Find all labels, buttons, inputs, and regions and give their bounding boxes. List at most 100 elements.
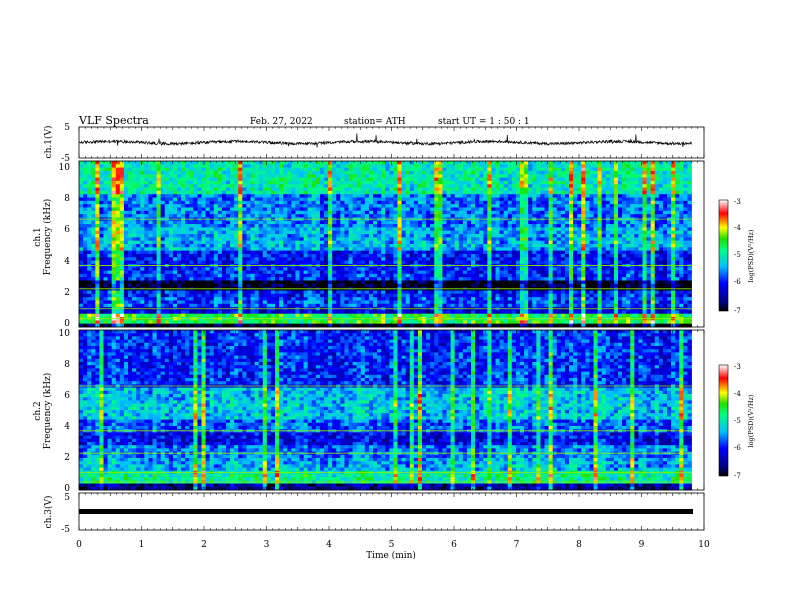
spectrogram-cell [202,181,206,185]
spectrogram-cell [153,207,157,211]
spectrogram-cell [647,231,651,235]
spectrogram-cell [300,221,304,225]
spectrogram-cell [598,254,602,258]
spectrogram-cell [504,234,508,238]
spectrogram-cell [144,247,148,251]
spectrogram-cell [148,221,152,225]
spectrogram-cell [316,184,320,188]
spectrogram-cell [451,227,455,231]
spectrogram-cell [626,171,630,175]
spectrogram-cell [667,201,671,205]
spectrogram-cell [95,214,99,218]
spectrogram-cell [222,231,226,235]
spectrogram-cell [561,181,565,185]
spectrogram-cell [598,214,602,218]
spectrogram-cell [577,181,581,185]
spectrogram-cell [271,174,275,178]
spectrogram-cell [447,237,451,241]
spectrogram-cell [430,188,434,192]
spectrogram-cell [87,161,91,165]
spectrogram-cell [328,168,332,172]
spectrogram-cell [291,184,295,188]
spectrogram-cell [202,191,206,195]
spectrogram-cell [410,261,414,265]
spectrogram-cell [589,194,593,198]
spectrogram-cell [643,191,647,195]
spectrogram-cell [471,207,475,211]
spectrogram-cell [389,237,393,241]
spectrogram-cell [455,231,459,235]
spectrogram-cell [316,181,320,185]
spectrogram-cell [336,198,340,202]
spectrogram-cell [128,161,132,165]
spectrogram-cell [553,227,557,231]
spectrogram-cell [540,164,544,168]
spectrogram-cell [500,221,504,225]
spectrogram-cell [643,184,647,188]
spectrogram-cell [263,184,267,188]
spectrogram-cell [626,181,630,185]
spectrogram-cell [606,168,610,172]
spectrogram-cell [161,188,165,192]
spectrogram-cell [659,171,663,175]
spectrogram-cell [496,247,500,251]
spectrogram-cell [647,241,651,245]
spectrogram-cell [524,251,528,255]
spectrogram-cell [524,174,528,178]
spectrogram-cell [393,261,397,265]
spectrogram-cell [234,254,238,258]
spectrogram-cell [687,211,691,215]
spectrogram-cell [161,211,165,215]
spectrogram-cell [524,191,528,195]
spectrogram-cell [271,204,275,208]
spectrogram-cell [295,164,299,168]
spectrogram-cell [91,204,95,208]
spectrogram-cell [185,261,189,265]
spectrogram-cell [181,171,185,175]
spectrogram-cell [120,198,124,202]
spectrogram-cell [557,237,561,241]
spectrogram-cell [193,181,197,185]
spectrogram-cell [602,214,606,218]
spectrogram-cell [328,257,332,261]
spectrogram-cell [606,188,610,192]
spectrogram-cell [87,188,91,192]
spectrogram-cell [369,194,373,198]
spectrogram-cell [459,237,463,241]
spectrogram-cell [316,261,320,265]
spectrogram-cell [304,234,308,238]
spectrogram-cell [561,164,565,168]
spectrogram-cell [594,188,598,192]
spectrogram-cell [365,181,369,185]
spectrogram-cell [406,178,410,182]
spectrogram-cell [148,234,152,238]
spectrogram-cell [565,198,569,202]
spectrogram-cell [91,214,95,218]
spectrogram-cell [634,227,638,231]
spectrogram-cell [471,227,475,231]
spectrogram-cell [479,204,483,208]
spectrogram-cell [406,237,410,241]
spectrogram-cell [79,194,83,198]
spectrogram-cell [373,234,377,238]
spectrogram-cell [479,237,483,241]
spectrogram-cell [606,181,610,185]
spectrogram-cell [430,204,434,208]
spectrogram-cell [230,178,234,182]
spectrogram-cell [687,227,691,231]
spectrogram-cell [316,178,320,182]
spectrogram-cell [459,184,463,188]
spectrogram-cell [594,191,598,195]
spectrogram-cell [169,261,173,265]
spectrogram-cell [528,224,532,228]
spectrogram-cell [638,231,642,235]
spectrogram-cell [136,184,140,188]
spectrogram-cell [393,231,397,235]
spectrogram-cell [271,221,275,225]
spectrogram-cell [128,224,132,228]
spectrogram-cell [630,207,634,211]
spectrogram-cell [553,164,557,168]
spectrogram-cell [577,224,581,228]
spectrogram-cell [467,181,471,185]
spectrogram-cell [422,188,426,192]
